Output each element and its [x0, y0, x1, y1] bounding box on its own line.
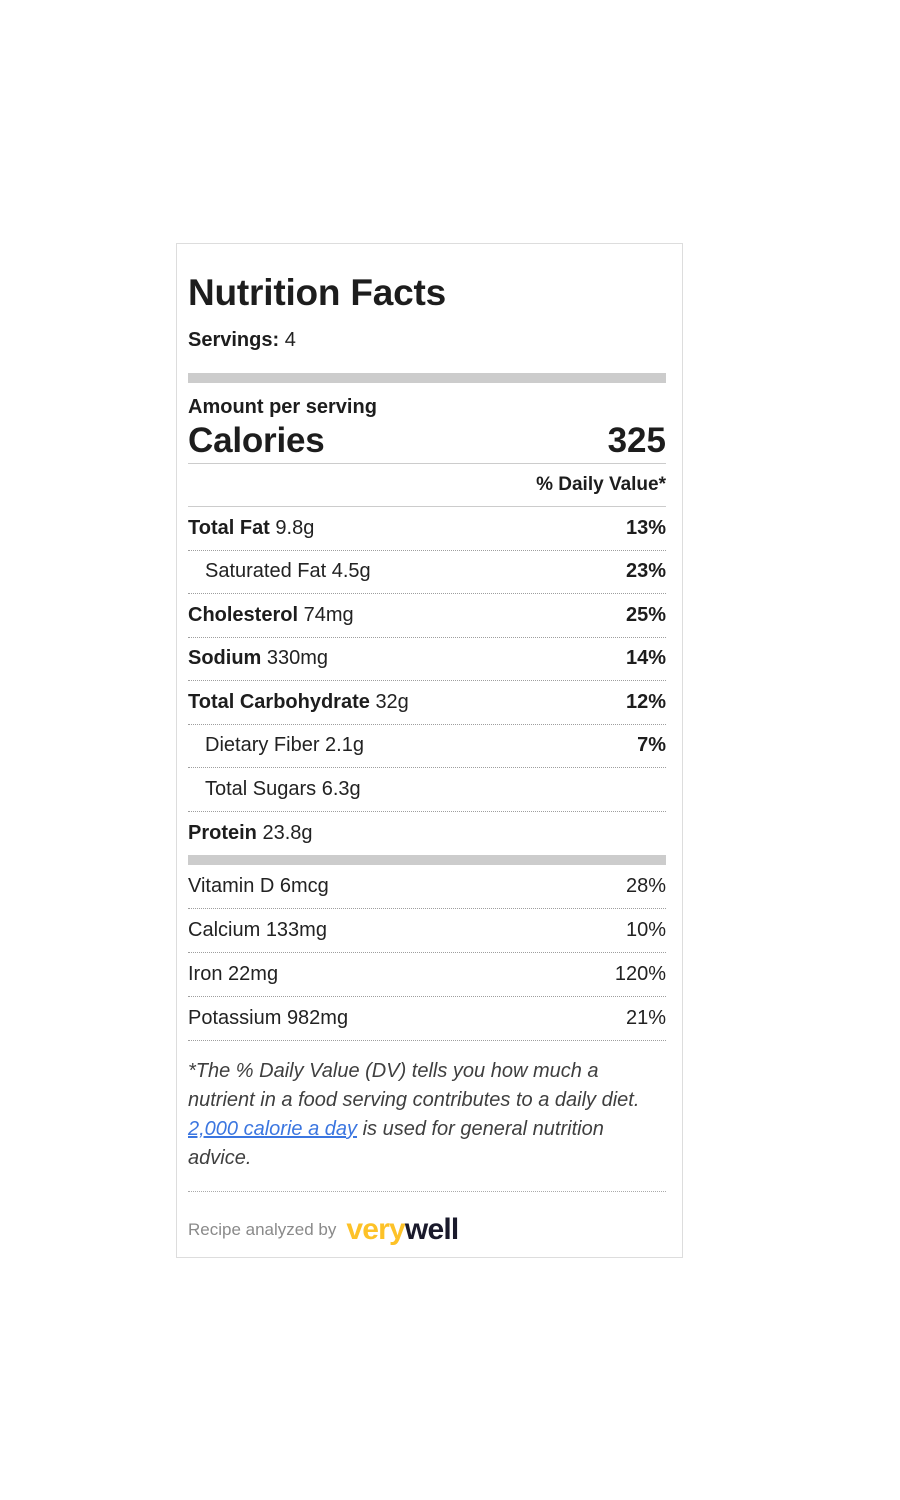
- nutrient-dv: 23%: [625, 560, 666, 583]
- nutrition-facts-panel: Nutrition Facts Servings: 4 Amount per s…: [176, 243, 683, 1258]
- nutrient-name: Saturated Fat 4.5g: [205, 560, 371, 583]
- nutrient-row-total-sugars: Total Sugars 6.3g: [188, 768, 666, 812]
- footer-divider: [188, 1191, 666, 1192]
- nutrient-name: Total Fat 9.8g: [188, 516, 315, 539]
- nutrient-dv: 13%: [625, 516, 666, 539]
- vitamin-dv: 120%: [614, 963, 666, 985]
- servings-value: 4: [284, 329, 296, 351]
- nutrition-facts-title: Nutrition Facts: [188, 272, 447, 313]
- nutrient-name: Total Sugars 6.3g: [205, 777, 361, 800]
- footnote-text-1: *The % Daily Value (DV) tells you how mu…: [188, 1060, 640, 1111]
- vitamin-dv: 28%: [625, 875, 666, 897]
- nutrient-name: Sodium 330mg: [188, 647, 329, 670]
- nutrient-dv: 12%: [625, 690, 666, 713]
- attribution-prefix: Recipe analyzed by: [188, 1220, 337, 1239]
- calories-label: Calories: [188, 421, 325, 460]
- vitamin-row-iron: Iron 22mg 120%: [188, 953, 666, 997]
- servings-label: Servings:: [188, 329, 280, 351]
- calories-value: 325: [607, 421, 666, 460]
- footnote-text-2: is used for general nutrition advice.: [188, 1118, 604, 1169]
- nutrient-dv: 25%: [625, 603, 666, 626]
- vitamin-name: Iron 22mg: [188, 963, 279, 985]
- nutrient-dv: 14%: [625, 647, 666, 670]
- nutrient-row-sodium: Sodium 330mg 14%: [188, 638, 666, 681]
- attribution-row: Recipe analyzed by verywell: [188, 1212, 666, 1248]
- nutrient-name: Cholesterol 74mg: [188, 603, 354, 626]
- nutrient-row-protein: Protein 23.8g: [188, 812, 666, 856]
- amount-per-serving-label: Amount per serving: [188, 396, 377, 418]
- daily-value-footnote: *The % Daily Value (DV) tells you how mu…: [188, 1057, 666, 1173]
- thick-divider-top: [188, 373, 666, 383]
- verywell-logo: verywell: [346, 1213, 459, 1246]
- vitamin-row-vitamin-d: Vitamin D 6mcg 28%: [188, 865, 666, 909]
- vitamin-row-potassium: Potassium 982mg 21%: [188, 997, 666, 1041]
- calories-row: Calories 325: [188, 419, 666, 464]
- nutrient-row-dietary-fiber: Dietary Fiber 2.1g 7%: [188, 725, 666, 768]
- vitamin-name: Vitamin D 6mcg: [188, 875, 329, 897]
- nutrient-name: Protein 23.8g: [188, 821, 313, 844]
- daily-value-header: % Daily Value*: [188, 464, 666, 507]
- nutrient-row-saturated-fat: Saturated Fat 4.5g 23%: [188, 551, 666, 594]
- nutrient-name: Total Carbohydrate 32g: [188, 690, 409, 713]
- calorie-day-link[interactable]: 2,000 calorie a day: [188, 1118, 358, 1140]
- vitamin-dv: 21%: [625, 1007, 666, 1029]
- nutrient-name: Dietary Fiber 2.1g: [205, 734, 364, 757]
- thick-divider-bottom: [188, 855, 666, 865]
- nutrient-row-total-fat: Total Fat 9.8g 13%: [188, 507, 666, 551]
- servings-line: Servings: 4: [188, 328, 666, 352]
- nutrient-row-total-carbohydrate: Total Carbohydrate 32g 12%: [188, 681, 666, 725]
- nutrient-dv: 7%: [637, 734, 666, 757]
- vitamin-name: Calcium 133mg: [188, 919, 327, 941]
- vitamin-name: Potassium 982mg: [188, 1007, 349, 1029]
- vitamin-row-calcium: Calcium 133mg 10%: [188, 909, 666, 953]
- nutrient-row-cholesterol: Cholesterol 74mg 25%: [188, 594, 666, 638]
- vitamin-dv: 10%: [625, 919, 666, 941]
